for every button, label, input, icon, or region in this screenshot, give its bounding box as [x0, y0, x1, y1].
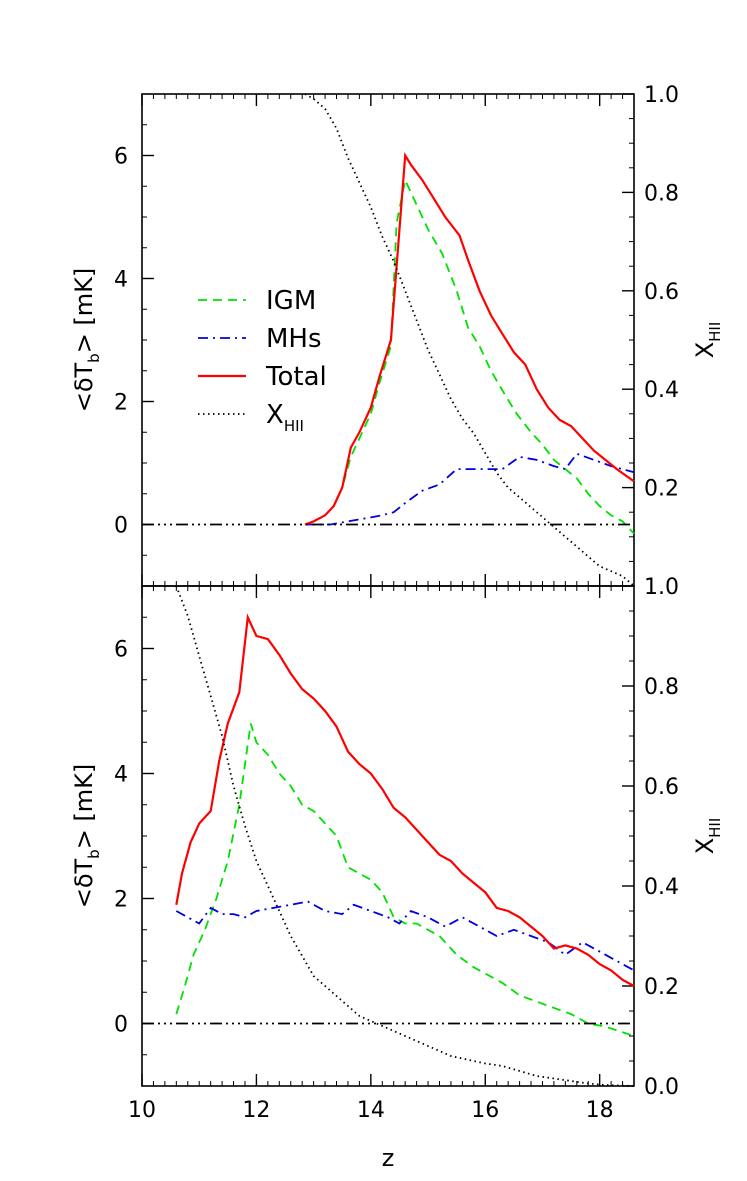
y2-tick-label: 0.4 [644, 378, 679, 403]
y2-tick-label: 0.8 [644, 181, 679, 206]
series-mhs-line [175, 900, 635, 972]
x-tick-label: 12 [242, 1098, 270, 1123]
bottom-y-axis-label: <δTb> [mK] [70, 764, 103, 909]
y2-tick-label: 1.0 [644, 575, 679, 600]
y2-tick-label: 0.6 [644, 775, 679, 800]
y-tick-label: 0 [114, 514, 128, 539]
series-x-hii-line [175, 585, 635, 1087]
x-axis-label: z [382, 1144, 395, 1172]
series-mhs-line [305, 452, 635, 526]
top-plot-frame [141, 93, 635, 587]
series-x-hii-line [304, 93, 635, 587]
series-total-line [304, 152, 635, 526]
top-panel: 0 2 4 6 0.2 0.4 0.6 0.8 1.0 IGM MHs Total XHII <δTb… [70, 83, 724, 587]
y2-tick-label: 1.0 [644, 83, 679, 108]
bottom-y2-axis-label: XHII [691, 818, 724, 855]
y2-tick-label: 0.8 [644, 675, 679, 700]
legend-label: MHs [266, 324, 322, 354]
y2-tick-label: 0.2 [644, 477, 679, 502]
top-y2-axis-label: XHII [691, 322, 724, 359]
series-igm-line [304, 177, 635, 535]
y2-tick-label: 0.4 [644, 875, 679, 900]
top-y-axis-label: <δTb> [mK] [70, 268, 103, 413]
y-tick-label: 6 [114, 145, 128, 170]
y-tick-label: 4 [114, 268, 128, 293]
x-tick-label: 10 [128, 1098, 156, 1123]
series-total-line [175, 613, 635, 987]
legend: IGM MHs Total XHII [198, 286, 327, 435]
x-tick-label: 16 [471, 1098, 499, 1123]
legend-label: IGM [266, 286, 316, 316]
y2-tick-label: 0.6 [644, 280, 679, 305]
y2-tick-label: 0.2 [644, 975, 679, 1000]
y-tick-label: 4 [114, 763, 128, 788]
y-tick-label: 6 [114, 638, 128, 663]
y2-tick-label: 0.0 [644, 1075, 679, 1100]
y-tick-label: 0 [114, 1013, 128, 1038]
y-tick-label: 2 [114, 391, 128, 416]
y-tick-label: 2 [114, 888, 128, 913]
legend-label: XHII [266, 400, 304, 435]
x-tick-label: 14 [357, 1098, 385, 1123]
legend-label: Total [265, 362, 327, 392]
bottom-panel: 10 12 14 16 18 0 2 4 6 0.0 0.2 0.4 0.6 0.8 1.0 <δTb> [… [70, 575, 724, 1172]
x-tick-label: 18 [586, 1098, 614, 1123]
series-igm-line [175, 723, 635, 1037]
